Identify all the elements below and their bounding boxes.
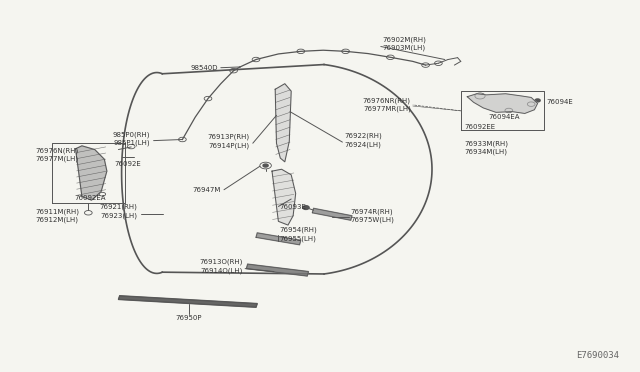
Text: 76974R(RH)
76975W(LH): 76974R(RH) 76975W(LH) [351, 208, 395, 223]
Polygon shape [272, 169, 296, 225]
Text: 76913O(RH)
76914O(LH): 76913O(RH) 76914O(LH) [200, 259, 243, 274]
Text: 76921(RH)
76923(LH): 76921(RH) 76923(LH) [100, 204, 138, 219]
Text: 98540D: 98540D [190, 65, 218, 71]
Polygon shape [76, 146, 107, 200]
Text: 76094E: 76094E [546, 99, 573, 105]
Text: 76092EA: 76092EA [74, 195, 106, 201]
Text: 76911M(RH)
76912M(LH): 76911M(RH) 76912M(LH) [35, 208, 79, 223]
Text: 76092E: 76092E [114, 161, 141, 167]
Text: 76902M(RH)
76903M(LH): 76902M(RH) 76903M(LH) [383, 36, 427, 51]
Polygon shape [118, 296, 257, 307]
Text: 76094EA: 76094EA [488, 114, 520, 120]
Text: 76976N(RH)
76977M(LH): 76976N(RH) 76977M(LH) [35, 147, 79, 162]
Text: 76913P(RH)
76914P(LH): 76913P(RH) 76914P(LH) [207, 134, 250, 149]
Text: 76933M(RH)
76934M(LH): 76933M(RH) 76934M(LH) [464, 140, 508, 155]
Circle shape [535, 99, 540, 102]
Polygon shape [312, 208, 352, 220]
Polygon shape [256, 233, 301, 245]
Text: 76092EE: 76092EE [464, 124, 495, 130]
Polygon shape [246, 264, 308, 276]
Text: 985P0(RH)
985P1(LH): 985P0(RH) 985P1(LH) [113, 131, 150, 146]
Text: 76950P: 76950P [175, 315, 202, 321]
Text: 76093E: 76093E [280, 204, 307, 210]
Text: 76954(RH)
76955(LH): 76954(RH) 76955(LH) [280, 227, 317, 242]
Circle shape [303, 206, 309, 209]
Circle shape [263, 164, 268, 167]
Text: 76947M: 76947M [193, 187, 221, 193]
Text: 76976NR(RH)
76977MR(LH): 76976NR(RH) 76977MR(LH) [363, 97, 411, 112]
Polygon shape [467, 94, 538, 113]
Polygon shape [275, 84, 291, 162]
Text: 76922(RH)
76924(LH): 76922(RH) 76924(LH) [344, 133, 382, 148]
Text: E7690034: E7690034 [577, 351, 620, 360]
